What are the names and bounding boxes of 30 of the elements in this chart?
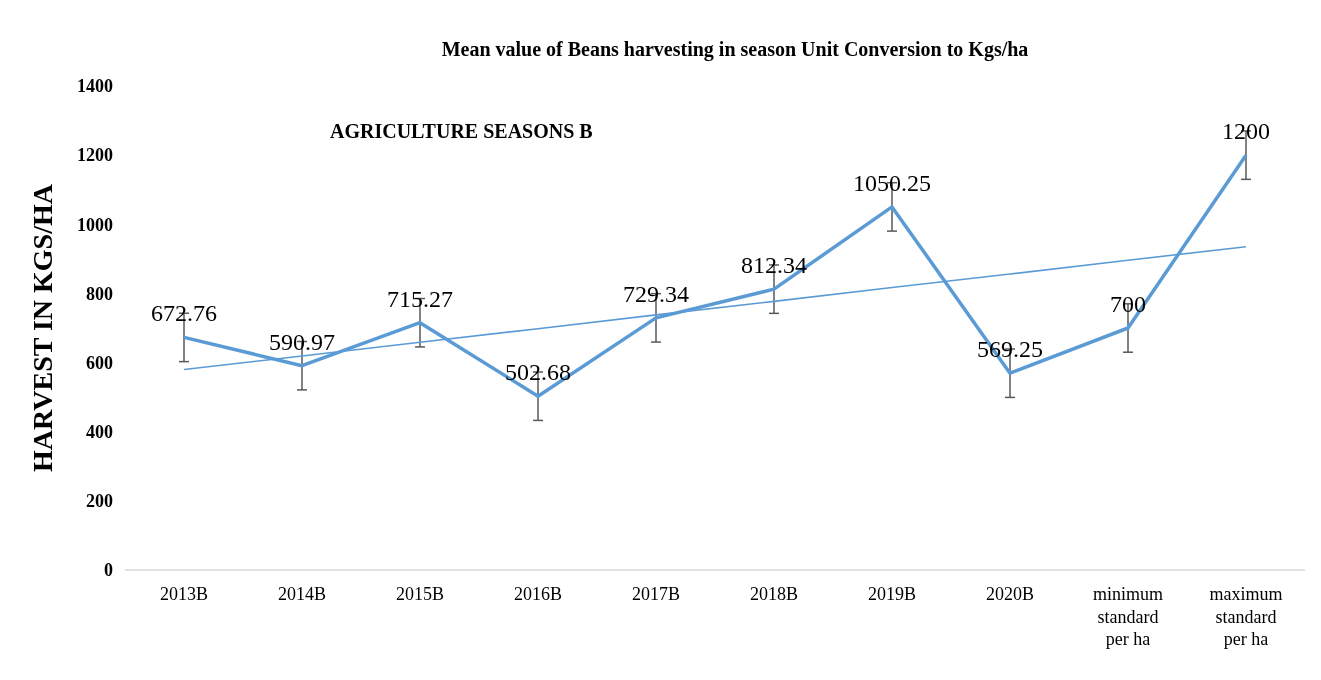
y-tick-label: 200 — [86, 491, 113, 512]
data-label: 672.76 — [151, 300, 217, 327]
data-label: 729.34 — [623, 280, 689, 307]
data-label: 590.97 — [269, 328, 335, 355]
y-tick-label: 0 — [104, 560, 113, 581]
x-tick-label: minimum standard per ha — [1092, 584, 1164, 649]
x-tick-label: 2020B — [985, 584, 1035, 604]
x-tick-label: 2014B — [277, 584, 327, 604]
x-tick-label: 2013B — [159, 584, 209, 604]
data-label: 812.34 — [741, 252, 807, 279]
annotation: AGRICULTURE SEASONS B — [330, 120, 593, 142]
x-tick-label: 2019B — [867, 584, 917, 604]
x-tick-label: 2016B — [513, 584, 563, 604]
data-label: 715.27 — [387, 285, 453, 312]
y-tick-label: 600 — [86, 352, 113, 373]
y-tick-label: 1000 — [77, 214, 113, 235]
x-tick-label: maximum standard per ha — [1209, 584, 1283, 649]
y-tick-label: 1400 — [77, 76, 113, 97]
x-tick-label: 2018B — [749, 584, 799, 604]
data-label: 1200 — [1222, 118, 1270, 145]
y-tick-label: 1200 — [77, 145, 113, 166]
y-axis-title: HARVEST IN KGS/HA — [27, 183, 58, 472]
data-label: 502.68 — [505, 359, 571, 386]
chart-title: Mean value of Beans harvesting in season Unit Conversion to Kgs/ha — [441, 38, 1029, 61]
data-label: 1050.25 — [853, 169, 931, 196]
x-tick-label: 2015B — [395, 584, 445, 604]
y-tick-label: 800 — [86, 283, 113, 304]
data-label: 700 — [1110, 291, 1146, 317]
y-tick-label: 400 — [86, 422, 113, 443]
x-tick-label: 2017B — [631, 584, 681, 604]
